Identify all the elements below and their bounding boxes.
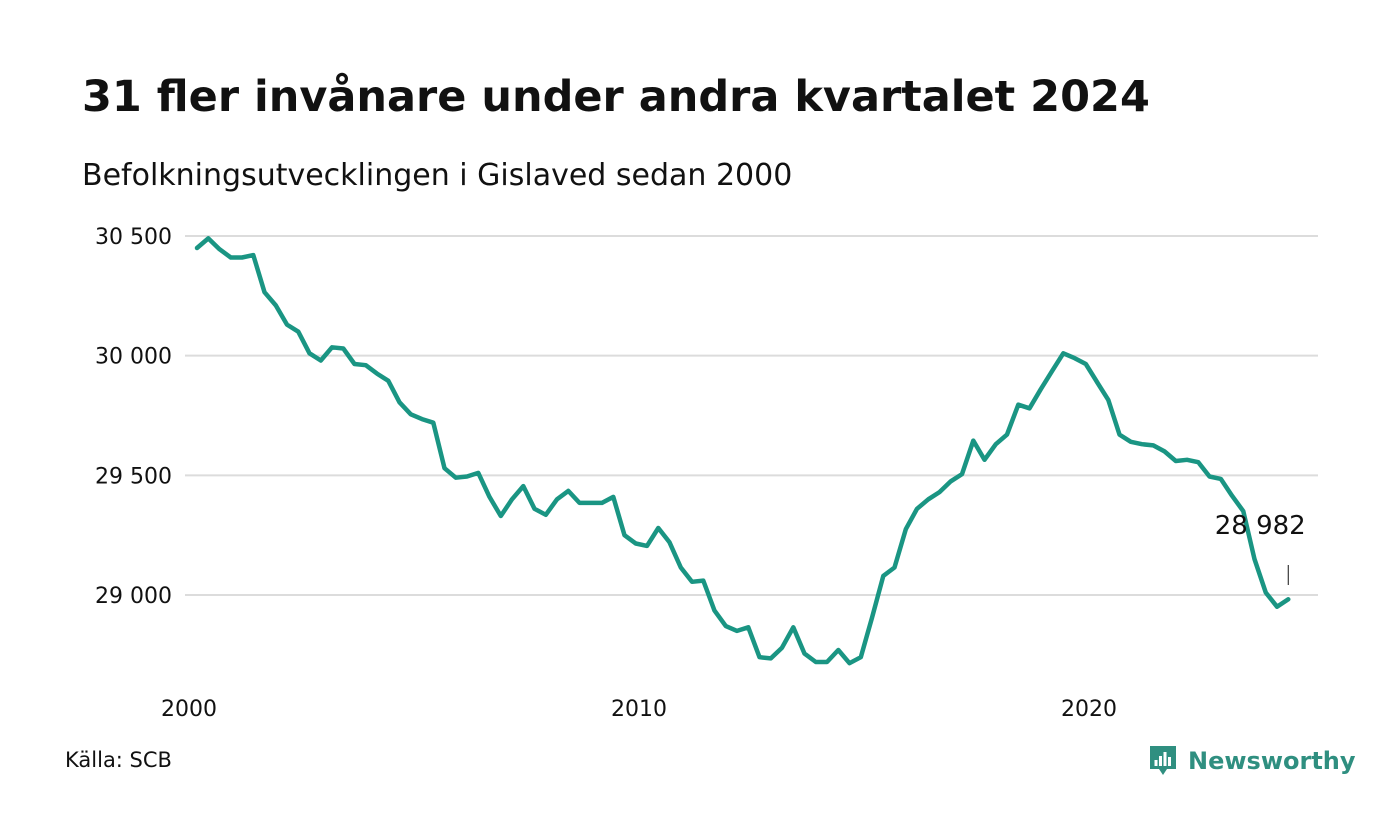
x-tick-label: 2000 bbox=[161, 697, 217, 722]
y-tick-label: 29 500 bbox=[95, 464, 172, 489]
chart-title: 31 fler invånare under andra kvartalet 2… bbox=[82, 72, 1150, 122]
chart-subtitle: Befolkningsutvecklingen i Gislaved sedan… bbox=[82, 158, 793, 193]
source-label: Källa: SCB bbox=[65, 748, 172, 772]
x-tick-label: 2010 bbox=[611, 697, 667, 722]
y-tick-label: 30 500 bbox=[95, 225, 172, 250]
brand-name: Newsworthy bbox=[1188, 747, 1356, 775]
last-value-label: 28 982 bbox=[1215, 511, 1306, 541]
newsworthy-logo-icon bbox=[1150, 746, 1176, 775]
brand-logo[interactable]: Newsworthy bbox=[1148, 744, 1356, 778]
y-tick-label: 30 000 bbox=[95, 345, 172, 370]
x-tick-label: 2020 bbox=[1061, 697, 1117, 722]
y-tick-label: 29 000 bbox=[95, 584, 172, 609]
series-line bbox=[194, 236, 1291, 666]
